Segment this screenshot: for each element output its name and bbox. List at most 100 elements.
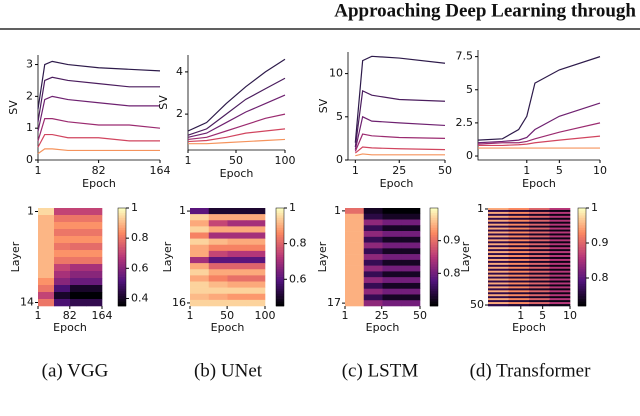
- heat-cell: [508, 278, 530, 281]
- heat-cell: [549, 208, 571, 211]
- heat-cell: [345, 208, 365, 215]
- heat-cell: [488, 290, 509, 293]
- colorbar-step: [578, 296, 586, 299]
- heat-cell: [549, 241, 571, 244]
- y-tick-label: 10: [329, 67, 343, 80]
- colorbar-step: [276, 212, 284, 216]
- heat-cell: [382, 242, 402, 249]
- heat-cell: [508, 223, 530, 226]
- colorbar-step: [118, 247, 126, 250]
- heat-cell: [529, 233, 550, 236]
- y-tick-label: 0: [26, 153, 33, 166]
- colorbar-step: [118, 293, 126, 297]
- colorbar-step: [578, 286, 586, 290]
- heat-cell: [363, 271, 383, 278]
- heat-cell: [363, 213, 383, 220]
- colorbar-step: [430, 296, 438, 299]
- heat-cell: [508, 239, 530, 242]
- x-tick-label: 50: [220, 309, 234, 322]
- heat-cell: [529, 223, 550, 226]
- heat-cell: [488, 272, 509, 275]
- colorbar-step: [578, 232, 586, 236]
- colorbar-step: [118, 276, 126, 280]
- heat-cell: [529, 284, 550, 287]
- heat-cell: [488, 217, 509, 221]
- subfigure-caption: (b) UNet: [194, 360, 263, 381]
- heat-cell: [246, 214, 266, 221]
- heat-cell: [529, 227, 550, 230]
- heat-cell: [508, 219, 530, 223]
- colorbar-step: [118, 232, 126, 236]
- heat-cell: [86, 271, 103, 279]
- heat-cell: [508, 231, 530, 234]
- heat-cell: [70, 250, 87, 258]
- heat-cell: [549, 235, 571, 238]
- sv-line: [355, 153, 445, 157]
- y-tick-label: 1: [26, 121, 33, 134]
- heat-cell: [508, 208, 530, 211]
- heat-cell: [529, 211, 550, 215]
- heat-cell: [488, 243, 509, 246]
- heat-cell: [382, 254, 402, 261]
- y-axis-label: Layer: [459, 241, 472, 272]
- colorbar-step: [276, 232, 284, 236]
- colorbar-step: [118, 264, 126, 268]
- heat-cell: [508, 249, 530, 252]
- y-tick-label: 2: [26, 89, 33, 102]
- heat-cell: [246, 287, 266, 295]
- heat-cell: [86, 250, 103, 258]
- colorbar-step: [276, 276, 284, 280]
- y-tick-label: 5: [466, 83, 473, 96]
- heat-cell: [70, 299, 87, 307]
- heat-cell: [508, 282, 530, 285]
- sv-line: [37, 133, 160, 148]
- heat-cell: [488, 286, 509, 289]
- colorbar-step: [430, 291, 438, 295]
- colorbar-step: [118, 254, 126, 258]
- colorbar-step: [276, 230, 284, 233]
- heat-cell: [488, 264, 509, 268]
- sv-line: [37, 118, 161, 142]
- heat-cell: [363, 236, 383, 243]
- heat-cell: [549, 268, 571, 272]
- heat-cell: [488, 304, 509, 307]
- colorbar-step: [578, 276, 586, 280]
- x-axis-label: Epoch: [366, 321, 400, 334]
- heat-cell: [508, 270, 530, 273]
- heat-cell: [508, 266, 530, 270]
- heat-cell: [488, 268, 509, 272]
- heat-cell: [529, 262, 550, 266]
- colorbar-step: [578, 291, 586, 295]
- heat-cell: [488, 253, 509, 256]
- heat-cell: [190, 269, 210, 276]
- heat-cell: [382, 288, 402, 295]
- heat-cell: [227, 220, 247, 227]
- heat-cell: [190, 293, 210, 301]
- heat-cell: [529, 266, 550, 270]
- colorbar-step: [118, 215, 126, 219]
- colorbar-step: [430, 286, 438, 290]
- y-axis-label: SV: [157, 95, 170, 110]
- heat-cell: [549, 249, 571, 252]
- colorbar-step: [578, 269, 586, 272]
- heat-cell: [38, 285, 55, 293]
- heat-cell: [529, 239, 550, 242]
- x-tick-label: 164: [150, 164, 171, 177]
- colorbar-step: [276, 239, 284, 243]
- heat-cell: [488, 225, 509, 228]
- colorbar-step: [276, 242, 284, 246]
- colorbar-tick-label: 0.8: [443, 266, 461, 279]
- heat-cell: [488, 213, 509, 217]
- sv-line: [37, 95, 160, 132]
- heat-cell: [363, 300, 383, 307]
- heat-cell: [54, 292, 71, 300]
- sv-line: [187, 113, 286, 141]
- heat-cell: [401, 208, 421, 215]
- heat-cell: [508, 290, 530, 293]
- heat-cell: [246, 244, 266, 252]
- heat-cell: [363, 225, 383, 232]
- colorbar-step: [430, 288, 438, 292]
- y-axis-label: Layer: [161, 241, 174, 272]
- x-tick-label: 1: [35, 164, 42, 177]
- heat-cell: [549, 288, 571, 291]
